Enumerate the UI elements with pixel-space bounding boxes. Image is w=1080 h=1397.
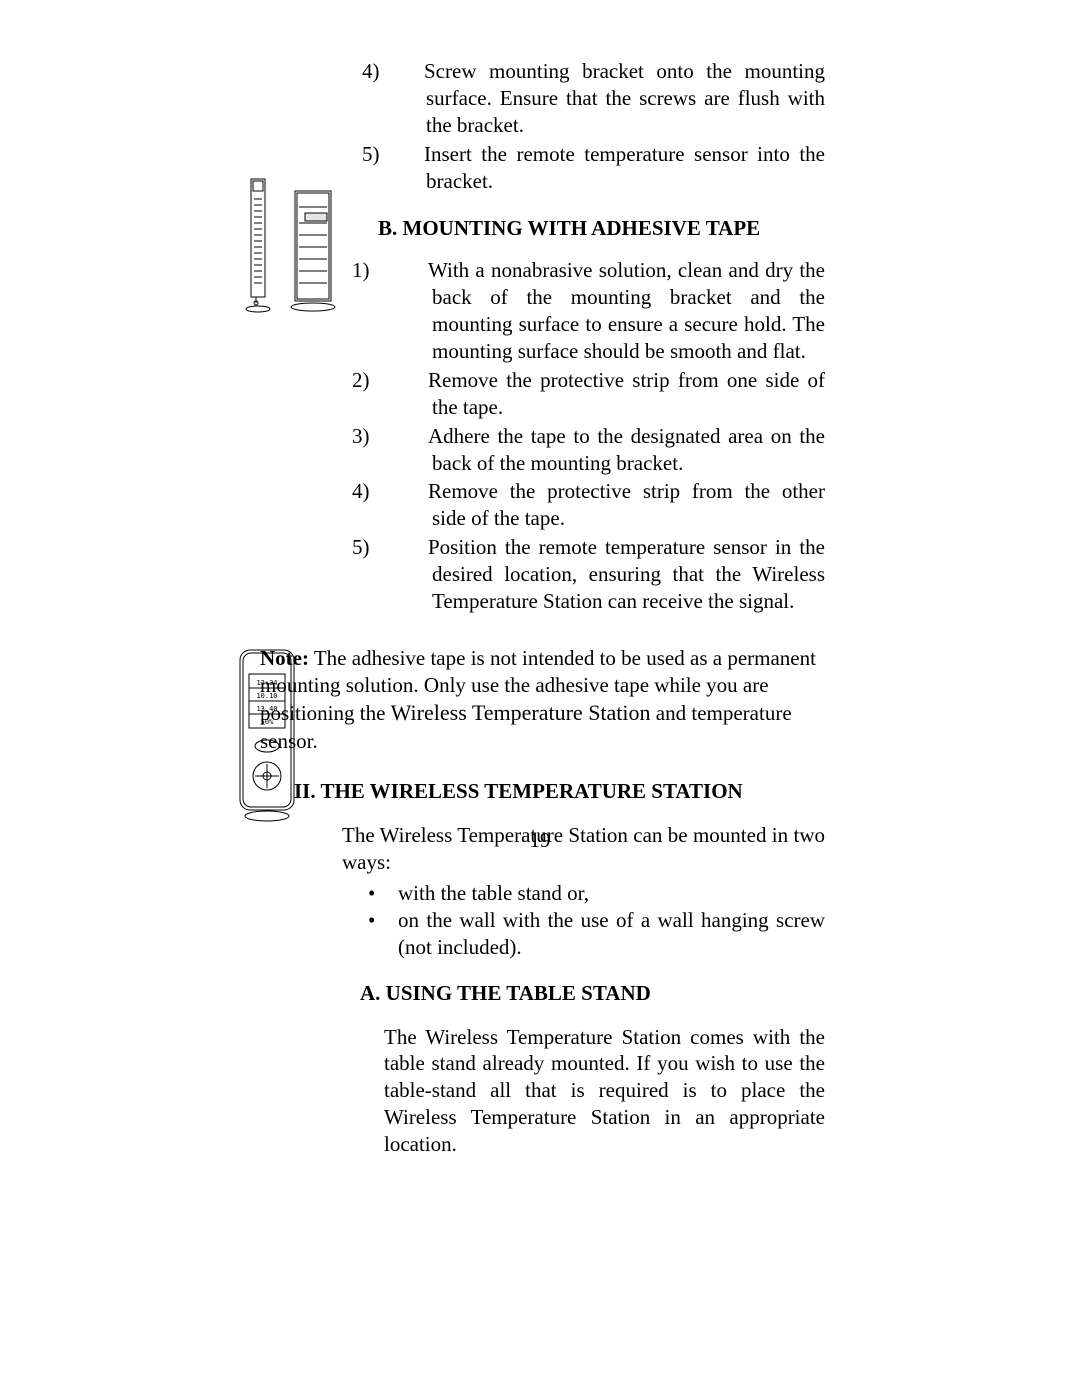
item-text: Adhere the tape to the designated area o… (428, 424, 825, 475)
list-item: 3)Adhere the tape to the designated area… (408, 423, 825, 477)
item-number: 4) (392, 478, 428, 505)
item-number: 5) (392, 534, 428, 561)
item-number: 3) (392, 423, 428, 450)
heading-section-b: B. MOUNTING WITH ADHESIVE TAPE (378, 216, 825, 241)
list-item: on the wall with the use of a wall hangi… (368, 907, 825, 961)
item-text: Position the remote temperature sensor i… (428, 535, 825, 613)
page: 12:34 10.10 13.40 50% 4)Screw mounting b… (0, 0, 1080, 1397)
list-item: with the table stand or, (368, 880, 825, 907)
list-item: 2)Remove the protective strip from one s… (408, 367, 825, 421)
item-text: With a nonabrasive solution, clean and d… (428, 258, 825, 363)
heading-section-a: A. USING THE TABLE STAND (360, 981, 825, 1006)
item-text: Remove the protective strip from the oth… (428, 479, 825, 530)
item-number: 2) (392, 367, 428, 394)
list-item: 4)Remove the protective strip from the o… (408, 478, 825, 532)
heading-section-ii: II. THE WIRELESS TEMPERATURE STATION (294, 779, 825, 804)
note-label: Note: (260, 646, 309, 670)
page-number: 19 (0, 828, 1080, 853)
note-wts: Wireless Temperature Station (391, 700, 651, 725)
item-text: Insert the remote temperature sensor int… (424, 142, 825, 193)
content-column: 4)Screw mounting bracket onto the mounti… (260, 58, 825, 1158)
mounting-ways-list: with the table stand or, on the wall wit… (368, 880, 825, 961)
paragraph-table-stand: The Wireless Temperature Station comes w… (384, 1024, 825, 1158)
list-item: 1)With a nonabrasive solution, clean and… (408, 257, 825, 365)
screw-steps-list: 4)Screw mounting bracket onto the mounti… (260, 58, 825, 194)
item-number: 5) (394, 141, 424, 168)
item-text: Remove the protective strip from one sid… (428, 368, 825, 419)
list-item: 4)Screw mounting bracket onto the mounti… (408, 58, 825, 139)
note-paragraph: Note: The adhesive tape is not intended … (260, 645, 825, 755)
list-item: 5)Insert the remote temperature sensor i… (408, 141, 825, 195)
tape-steps-list: 1)With a nonabrasive solution, clean and… (260, 257, 825, 614)
item-number: 1) (392, 257, 428, 284)
item-text: Screw mounting bracket onto the mounting… (424, 59, 825, 137)
list-item: 5)Position the remote temperature sensor… (408, 534, 825, 615)
item-number: 4) (394, 58, 424, 85)
